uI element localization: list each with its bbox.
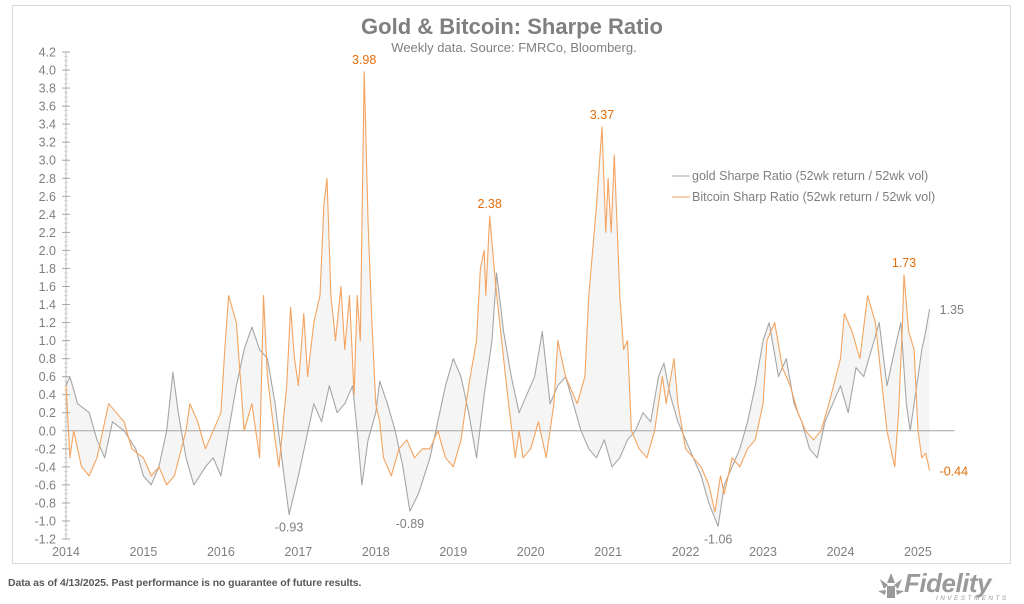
axes: 4.2 4.0 3.8 3.6 3.4 3.2 3.0 2.8 2.6 2.4 2.2 2.0 1.8 1… <box>34 46 955 559</box>
fidelity-logo: Fidelity INVESTMENTS <box>874 568 1022 603</box>
x-tick-label: 2018 <box>362 545 390 559</box>
chart-subtitle: Weekly data. Source: FMRCo, Bloomberg. <box>391 40 637 55</box>
x-tick-label: 2017 <box>284 545 312 559</box>
data-label: -0.89 <box>396 517 425 531</box>
legend: gold Sharpe Ratio (52wk return / 52wk vo… <box>672 169 935 204</box>
footer-disclaimer: Data as of 4/13/2025. Past performance i… <box>8 577 362 589</box>
data-label: -1.06 <box>704 532 733 546</box>
y-tick-label: 4.2 <box>39 46 56 60</box>
y-tick-label: 3.6 <box>39 100 56 114</box>
y-tick-label: 2.0 <box>39 244 56 258</box>
x-tick-label: 2024 <box>827 545 855 559</box>
x-tick-label: 2025 <box>904 545 932 559</box>
x-tick-label: 2015 <box>130 545 158 559</box>
y-tick-label: 3.8 <box>39 82 56 96</box>
chart-title: Gold & Bitcoin: Sharpe Ratio <box>361 14 663 39</box>
y-tick-label: 1.2 <box>39 316 56 330</box>
y-tick-label: 0.8 <box>39 352 56 366</box>
x-tick-label: 2014 <box>52 545 80 559</box>
y-tick-label: -0.2 <box>34 442 56 456</box>
data-label: 3.98 <box>352 53 376 67</box>
y-tick-label: 0.2 <box>39 406 56 420</box>
gold-sharpe-line <box>65 272 931 527</box>
x-tick-label: 2023 <box>749 545 777 559</box>
y-tick-label: -0.4 <box>34 460 56 474</box>
data-label: 2.38 <box>477 197 501 211</box>
data-label: 1.73 <box>892 256 916 270</box>
y-tick-label: 1.6 <box>39 280 56 294</box>
fill-between <box>66 71 930 527</box>
data-label: -0.93 <box>275 521 304 535</box>
y-tick-label: 2.6 <box>39 190 56 204</box>
y-tick-label: -0.6 <box>34 478 56 492</box>
y-tick-label: 3.2 <box>39 136 56 150</box>
y-tick-label: -0.8 <box>34 496 56 510</box>
y-tick-label: 0.6 <box>39 370 56 384</box>
y-tick-label: 0.0 <box>39 424 56 438</box>
y-tick-label: -1.0 <box>34 514 56 528</box>
data-label: 3.37 <box>590 108 614 122</box>
x-tick-label: 2019 <box>439 545 467 559</box>
annotations: 3.98 2.38 3.37 1.73 -0.44 1.35 -0.93 -0.89 -1.06 <box>275 53 968 547</box>
x-tick-label: 2016 <box>207 545 235 559</box>
y-tick-label: 3.0 <box>39 154 56 168</box>
fill-between-area <box>66 71 930 527</box>
bitcoin-sharpe-line <box>65 71 931 513</box>
y-tick-label: 2.8 <box>39 172 56 186</box>
data-label: -0.44 <box>940 464 969 478</box>
data-label: 1.35 <box>940 303 964 317</box>
legend-label-bitcoin: Bitcoin Sharp Ratio (52wk return / 52wk … <box>692 190 935 204</box>
y-tick-label: 4.0 <box>39 64 56 78</box>
series-lines <box>65 71 931 527</box>
fidelity-pyramid-icon <box>878 573 904 598</box>
x-tick-label: 2020 <box>517 545 545 559</box>
y-tick-label: 2.4 <box>39 208 56 222</box>
y-tick-label: 0.4 <box>39 388 56 402</box>
y-tick-label: -1.2 <box>34 533 56 547</box>
legend-label-gold: gold Sharpe Ratio (52wk return / 52wk vo… <box>692 169 928 183</box>
fidelity-subtext: INVESTMENTS <box>936 595 1009 602</box>
y-tick-label: 1.4 <box>39 298 56 312</box>
y-tick-label: 2.2 <box>39 226 56 240</box>
fidelity-wordmark: Fidelity <box>904 568 992 598</box>
x-tick-label: 2021 <box>594 545 622 559</box>
y-tick-label: 1.8 <box>39 262 56 276</box>
y-tick-label: 1.0 <box>39 334 56 348</box>
chart-frame <box>12 5 1011 564</box>
x-tick-label: 2022 <box>672 545 700 559</box>
y-tick-label: 3.4 <box>39 118 56 132</box>
